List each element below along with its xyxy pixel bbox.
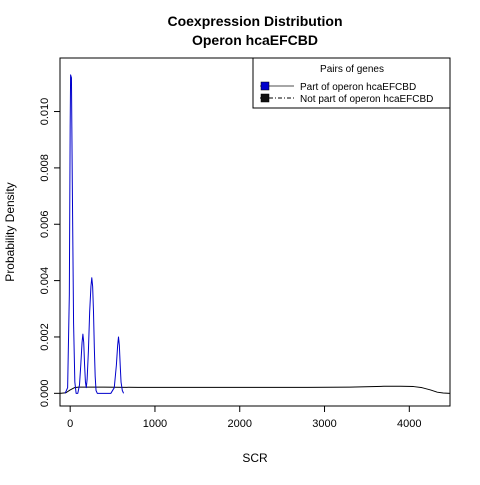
legend: Pairs of genes Part of operon hcaEFCBD N… xyxy=(252,57,451,109)
legend-swatch-part-of-operon xyxy=(260,81,270,91)
series-layer xyxy=(59,74,451,394)
series-line-0 xyxy=(64,74,125,394)
legend-label-not-part-of-operon: Not part of operon hcaEFCBD xyxy=(300,94,433,105)
y-axis: 0.000 0.002 0.004 0.006 0.008 0.010 xyxy=(39,98,61,408)
y-axis-label: Probability Density xyxy=(3,182,17,281)
x-tick-label: 4000 xyxy=(397,418,421,430)
y-tick-label: 0.008 xyxy=(39,154,51,182)
y-tick-label: 0.000 xyxy=(39,380,51,408)
legend-label-part-of-operon: Part of operon hcaEFCBD xyxy=(300,82,416,93)
legend-title: Pairs of genes xyxy=(320,64,384,75)
x-tick-label: 0 xyxy=(67,418,73,430)
y-tick-label: 0.006 xyxy=(39,210,51,238)
legend-swatch-not-part-of-operon xyxy=(260,93,270,103)
y-tick-label: 0.002 xyxy=(39,323,51,351)
x-tick-label: 2000 xyxy=(227,418,251,430)
x-tick-label: 1000 xyxy=(143,418,167,430)
x-axis-label: SCR xyxy=(242,451,268,465)
y-tick-label: 0.010 xyxy=(39,98,51,126)
chart-title: Coexpression Distribution xyxy=(167,13,342,29)
x-axis: 0 1000 2000 3000 4000 xyxy=(67,405,422,430)
y-tick-label: 0.004 xyxy=(39,267,51,295)
legend-box xyxy=(252,57,451,109)
chart-subtitle: Operon hcaEFCBD xyxy=(192,32,318,48)
x-tick-label: 3000 xyxy=(312,418,336,430)
